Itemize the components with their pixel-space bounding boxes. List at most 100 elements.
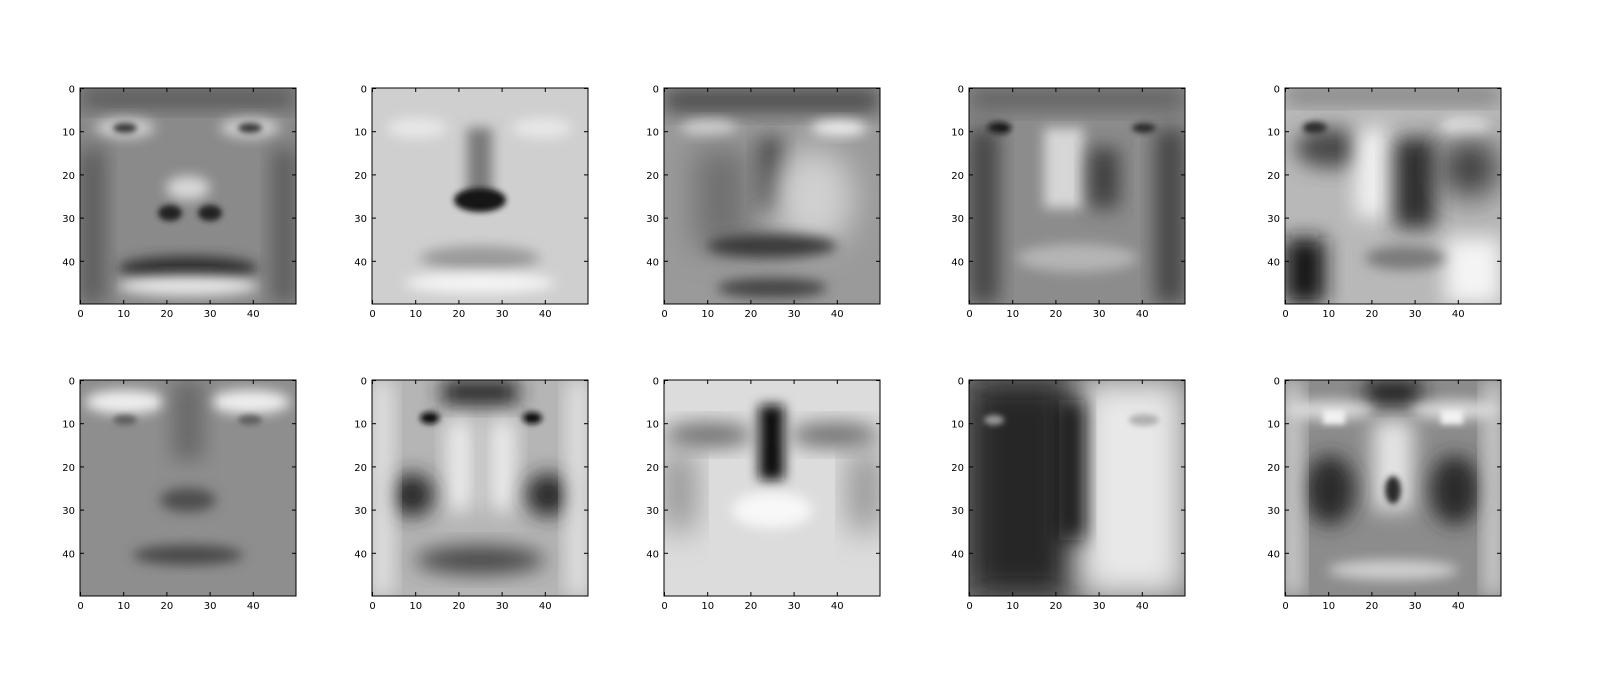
x-tick-label: 20 <box>1050 309 1063 320</box>
x-tick-label: 40 <box>831 601 844 612</box>
x-tick-label: 20 <box>745 309 758 320</box>
x-tick-label: 30 <box>496 601 509 612</box>
face-shading <box>118 276 258 296</box>
x-tick-label: 10 <box>1322 601 1335 612</box>
y-tick-label: 30 <box>354 506 367 517</box>
face-shading <box>526 473 570 517</box>
x-tick-label: 40 <box>247 601 260 612</box>
face-shading <box>85 390 165 414</box>
face-shading <box>1355 128 1390 218</box>
x-tick-label: 10 <box>701 601 714 612</box>
x-tick-label: 40 <box>539 309 552 320</box>
face-shading <box>1395 138 1435 228</box>
y-tick-label: 0 <box>958 377 964 388</box>
x-tick-label: 40 <box>539 601 552 612</box>
y-tick-label: 30 <box>1267 506 1280 517</box>
face-shading <box>80 88 296 108</box>
axes-frame <box>371 379 589 597</box>
face-shading <box>198 205 222 221</box>
x-tick-label: 0 <box>966 309 972 320</box>
face-shading <box>717 278 827 298</box>
y-tick-label: 40 <box>1267 257 1280 268</box>
face-shading <box>133 545 243 565</box>
x-tick-label: 10 <box>117 601 130 612</box>
face-shading <box>158 205 182 221</box>
face-shading <box>1285 238 1325 304</box>
panel-eigenface-10: 0 10 20 30 40 0 10 20 30 40 <box>1267 377 1502 612</box>
x-tick-label: 30 <box>1409 309 1422 320</box>
y-tick-label: 40 <box>62 549 75 560</box>
x-tick-label: 30 <box>496 309 509 320</box>
face-shading <box>1295 128 1365 168</box>
eigenface-2-image <box>372 88 588 304</box>
face-shading <box>1305 455 1355 525</box>
face-shading <box>664 450 694 530</box>
axes-frame <box>371 87 589 305</box>
y-tick-label: 10 <box>354 420 367 431</box>
y-tick-label: 10 <box>1267 420 1280 431</box>
y-tick-label: 10 <box>951 420 964 431</box>
y-tick-label: 20 <box>1267 463 1280 474</box>
y-tick-label: 30 <box>951 506 964 517</box>
x-tick-label: 10 <box>1006 601 1019 612</box>
face-shading <box>113 123 137 133</box>
y-tick-label: 30 <box>1267 214 1280 225</box>
x-tick-label: 0 <box>661 601 667 612</box>
y-tick-label: 40 <box>62 257 75 268</box>
y-tick-label: 0 <box>958 85 964 96</box>
face-shading <box>811 120 867 136</box>
y-tick-label: 0 <box>69 85 75 96</box>
face-shading <box>1044 128 1084 208</box>
y-tick-label: 20 <box>646 463 659 474</box>
face-shading <box>1059 400 1084 540</box>
face-shading <box>172 380 204 460</box>
y-tick-label: 0 <box>1274 85 1280 96</box>
face-shading <box>707 234 837 258</box>
face-shading <box>664 423 754 447</box>
y-tick-label: 30 <box>354 214 367 225</box>
x-tick-label: 0 <box>1282 309 1288 320</box>
axes-frame <box>663 379 881 597</box>
axes-frame <box>1284 87 1502 305</box>
face-shading <box>1385 476 1401 504</box>
x-tick-label: 0 <box>661 309 667 320</box>
face-shading <box>420 412 440 424</box>
face-shading <box>118 256 258 280</box>
y-tick-label: 0 <box>653 85 659 96</box>
face-shading <box>1323 410 1345 424</box>
face-shading <box>1485 380 1501 596</box>
x-tick-label: 30 <box>788 309 801 320</box>
face-shading <box>1440 138 1500 198</box>
eigenface-9-image <box>969 380 1185 596</box>
y-tick-label: 30 <box>62 506 75 517</box>
y-tick-label: 40 <box>951 257 964 268</box>
y-tick-label: 40 <box>646 257 659 268</box>
face-shading <box>759 405 784 480</box>
x-tick-label: 20 <box>453 601 466 612</box>
y-tick-label: 20 <box>951 171 964 182</box>
face-shading <box>681 120 737 136</box>
face-shading <box>113 415 137 425</box>
face-shading <box>1365 380 1421 405</box>
face-shading <box>238 415 262 425</box>
panel-eigenface-2: 0 10 20 30 40 0 10 20 30 40 <box>354 85 589 320</box>
panel-eigenface-3: 0 10 20 30 40 0 10 20 30 40 <box>646 85 881 320</box>
x-tick-label: 30 <box>1093 309 1106 320</box>
eigenface-1-image <box>80 88 296 304</box>
face-shading <box>160 488 216 512</box>
axes-frame <box>968 379 1186 597</box>
face-shading <box>664 88 880 113</box>
x-tick-label: 20 <box>1366 601 1379 612</box>
x-tick-label: 10 <box>409 309 422 320</box>
x-tick-label: 20 <box>1050 601 1063 612</box>
x-tick-label: 30 <box>204 601 217 612</box>
face-shading <box>1441 410 1463 424</box>
eigenface-3-image <box>664 88 880 304</box>
axes-frame <box>79 379 297 597</box>
y-tick-label: 0 <box>1274 377 1280 388</box>
panel-eigenface-7: 0 10 20 30 40 0 10 20 30 40 <box>354 377 589 612</box>
y-tick-label: 0 <box>361 85 367 96</box>
x-tick-label: 40 <box>1452 601 1465 612</box>
x-tick-label: 0 <box>77 601 83 612</box>
face-shading <box>372 380 392 596</box>
